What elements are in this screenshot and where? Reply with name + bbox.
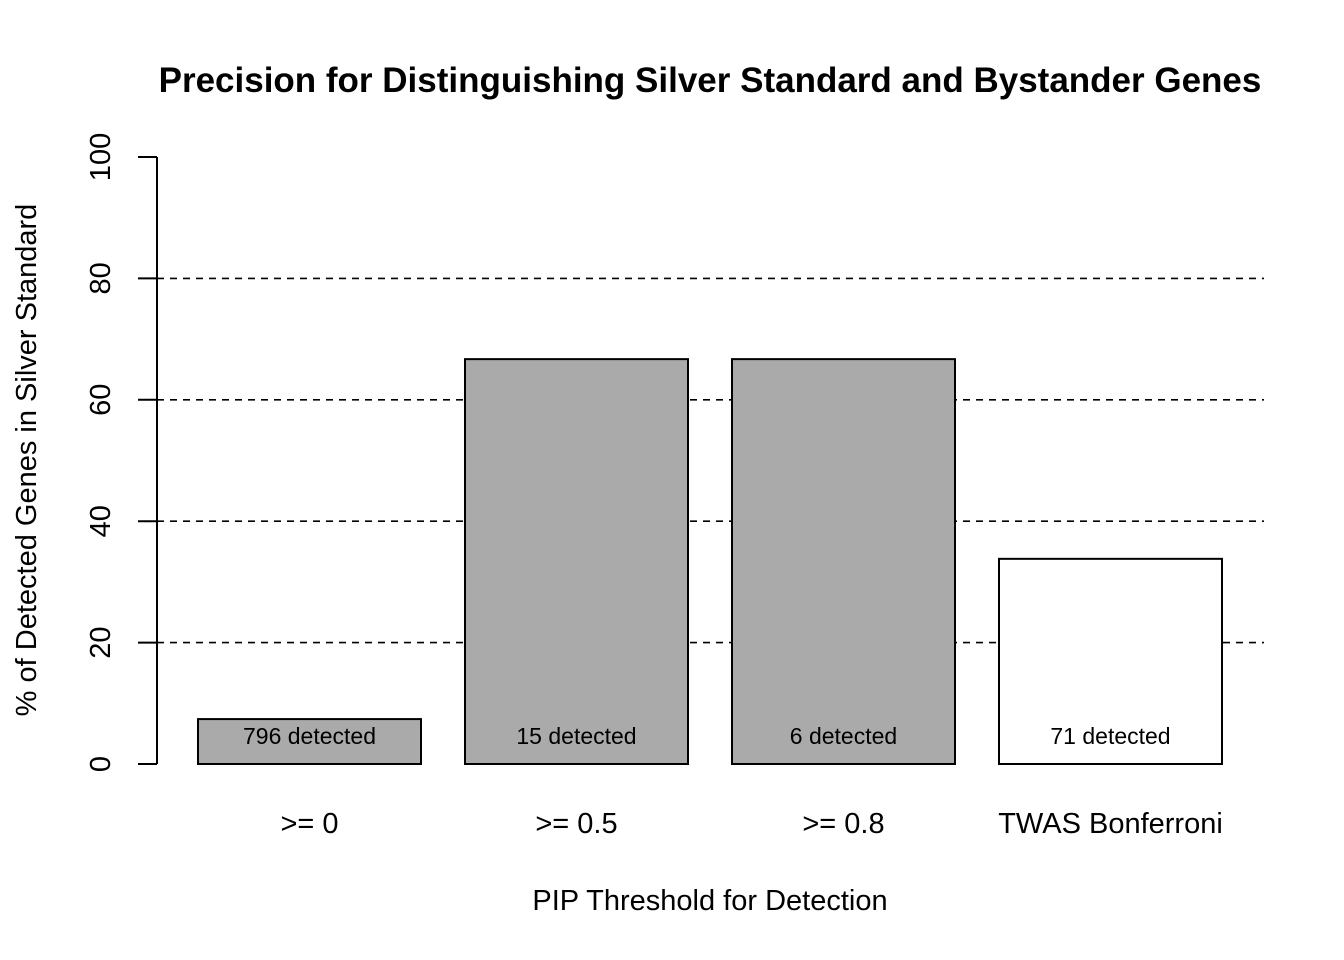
bar xyxy=(197,718,422,765)
y-tick-label: 80 xyxy=(85,262,117,294)
bar xyxy=(998,557,1223,765)
y-tick-label: 0 xyxy=(85,756,117,772)
bar-data-label: 796 detected xyxy=(243,723,376,749)
bar-data-label: 71 detected xyxy=(1050,723,1170,749)
chart-title: Precision for Distinguishing Silver Stan… xyxy=(159,61,1262,100)
y-tick-label: 40 xyxy=(85,505,117,537)
bars xyxy=(197,358,1223,765)
bar-data-label: 6 detected xyxy=(790,723,897,749)
y-axis: 0 20 40 60 80 100 xyxy=(85,133,158,772)
bar-data-label: 15 detected xyxy=(516,723,636,749)
bar xyxy=(464,358,689,765)
x-tick-label: >= 0 xyxy=(280,808,338,840)
x-tick-label: >= 0.8 xyxy=(802,808,884,840)
y-tick-label: 60 xyxy=(85,384,117,416)
x-axis-label: PIP Threshold for Detection xyxy=(532,885,887,917)
grid-lines xyxy=(157,277,1264,644)
y-axis-label: % of Detected Genes in Silver Standard xyxy=(11,204,43,717)
x-tick-label: TWAS Bonferroni xyxy=(998,808,1223,840)
y-tick-label: 20 xyxy=(85,626,117,658)
y-tick-label: 100 xyxy=(85,133,117,181)
bar xyxy=(731,358,956,765)
labels: 796 detected >= 0 15 detected >= 0.5 6 detec… xyxy=(243,723,1223,840)
x-tick-label: >= 0.5 xyxy=(535,808,617,840)
